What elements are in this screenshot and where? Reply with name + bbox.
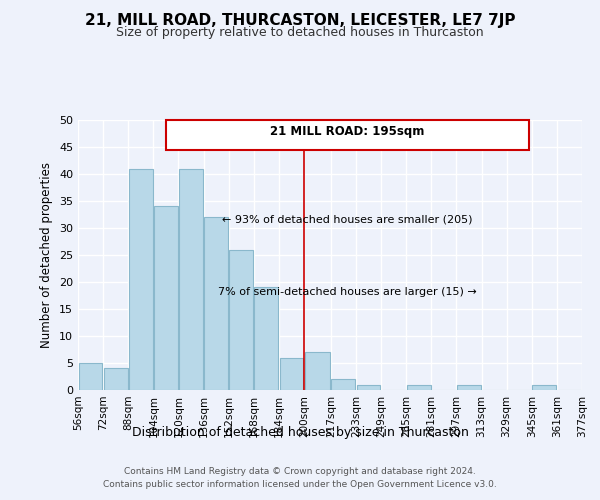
Bar	[79, 363, 103, 390]
Text: Contains HM Land Registry data © Crown copyright and database right 2024.: Contains HM Land Registry data © Crown c…	[124, 467, 476, 476]
Text: 21, MILL ROAD, THURCASTON, LEICESTER, LE7 7JP: 21, MILL ROAD, THURCASTON, LEICESTER, LE…	[85, 12, 515, 28]
Bar	[407, 384, 431, 390]
Y-axis label: Number of detached properties: Number of detached properties	[40, 162, 53, 348]
Bar	[254, 288, 278, 390]
Bar	[305, 352, 330, 390]
Text: Size of property relative to detached houses in Thurcaston: Size of property relative to detached ho…	[116, 26, 484, 39]
Bar	[229, 250, 253, 390]
Bar	[280, 358, 304, 390]
Bar	[129, 168, 153, 390]
Bar	[532, 384, 556, 390]
Bar	[356, 384, 380, 390]
Text: ← 93% of detached houses are smaller (205): ← 93% of detached houses are smaller (20…	[222, 214, 473, 224]
Bar	[457, 384, 481, 390]
Bar	[179, 168, 203, 390]
Text: 7% of semi-detached houses are larger (15) →: 7% of semi-detached houses are larger (1…	[218, 288, 476, 298]
Bar	[204, 217, 228, 390]
Text: 21 MILL ROAD: 195sqm: 21 MILL ROAD: 195sqm	[270, 126, 424, 138]
Text: Contains public sector information licensed under the Open Government Licence v3: Contains public sector information licen…	[103, 480, 497, 489]
Text: Distribution of detached houses by size in Thurcaston: Distribution of detached houses by size …	[131, 426, 469, 439]
Bar	[104, 368, 128, 390]
Bar	[331, 379, 355, 390]
FancyBboxPatch shape	[166, 120, 529, 150]
Bar	[154, 206, 178, 390]
